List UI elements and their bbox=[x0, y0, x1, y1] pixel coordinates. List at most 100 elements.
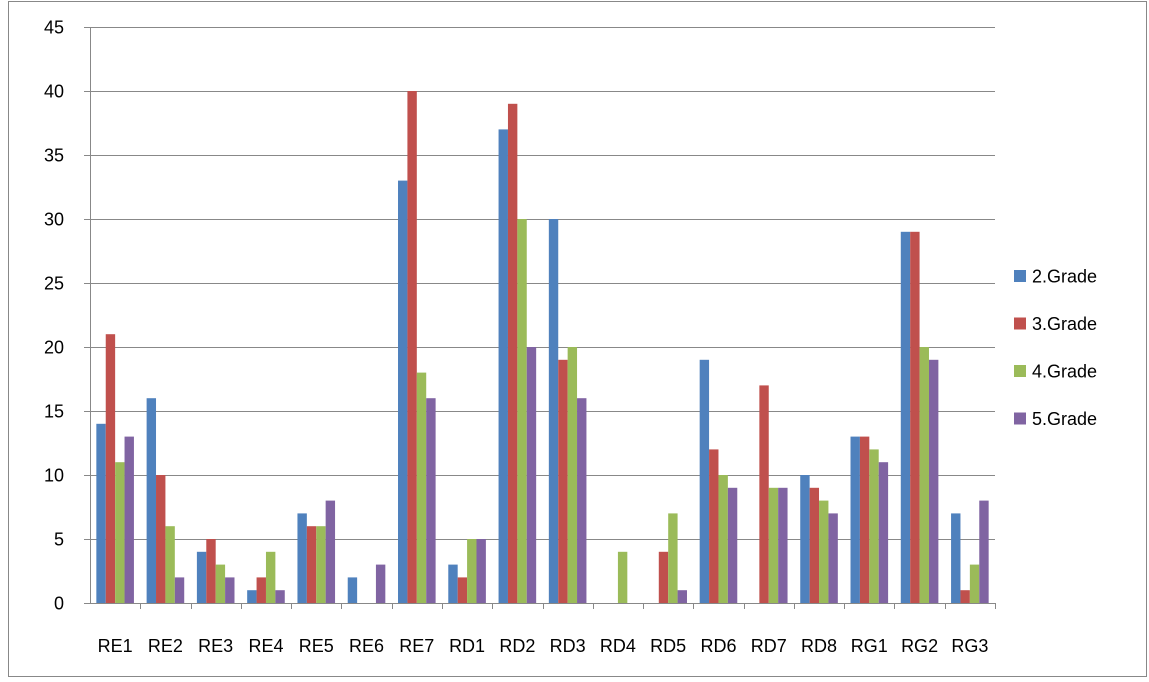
bar bbox=[416, 372, 427, 603]
y-tick-label: 15 bbox=[44, 402, 64, 422]
bar bbox=[498, 129, 508, 603]
bar bbox=[426, 398, 436, 603]
x-tick-label: RE4 bbox=[248, 636, 283, 656]
y-tick-label: 5 bbox=[54, 530, 64, 550]
bar bbox=[979, 500, 989, 603]
x-tick-label: RE7 bbox=[399, 636, 434, 656]
x-tick-label: RD6 bbox=[700, 636, 736, 656]
bar bbox=[206, 539, 216, 603]
bar bbox=[778, 487, 788, 603]
bar bbox=[677, 590, 687, 603]
bar bbox=[215, 564, 226, 603]
bar bbox=[517, 219, 527, 603]
x-tick-label: RD8 bbox=[801, 636, 837, 656]
bar bbox=[256, 577, 266, 603]
x-tick-label: RE3 bbox=[198, 636, 233, 656]
bar bbox=[919, 347, 929, 603]
bar bbox=[819, 500, 829, 603]
bar bbox=[718, 475, 728, 603]
bar bbox=[398, 180, 408, 603]
bar bbox=[96, 423, 106, 603]
bar bbox=[375, 564, 386, 603]
bar bbox=[225, 577, 235, 603]
legend-swatch bbox=[1014, 412, 1026, 425]
bar bbox=[960, 590, 970, 603]
x-tick-label: RE2 bbox=[148, 636, 183, 656]
x-tick-label: RD1 bbox=[449, 636, 485, 656]
y-tick-label: 20 bbox=[44, 338, 64, 358]
bar bbox=[325, 500, 336, 603]
legend-swatch bbox=[1014, 270, 1026, 282]
bar bbox=[558, 359, 568, 603]
bar bbox=[548, 219, 559, 603]
bar bbox=[910, 231, 920, 604]
bar bbox=[759, 385, 769, 603]
bar bbox=[526, 347, 537, 603]
bar bbox=[900, 231, 911, 604]
bar bbox=[156, 475, 166, 603]
bar bbox=[699, 359, 710, 603]
legend-swatch bbox=[1014, 317, 1026, 330]
bar bbox=[567, 347, 578, 603]
bar bbox=[809, 487, 820, 603]
bar bbox=[115, 462, 125, 603]
gridlines bbox=[90, 27, 995, 540]
bar bbox=[507, 103, 518, 604]
bar bbox=[668, 513, 678, 603]
bar bbox=[275, 590, 285, 603]
x-tick-label: RE1 bbox=[98, 636, 133, 656]
bar bbox=[457, 577, 468, 603]
x-tick-label: RD2 bbox=[499, 636, 535, 656]
bar bbox=[969, 564, 980, 603]
x-tick-label: RD5 bbox=[650, 636, 686, 656]
bar bbox=[247, 590, 257, 603]
bar bbox=[928, 359, 939, 603]
bar bbox=[297, 513, 307, 603]
x-tick-label: RG2 bbox=[901, 636, 938, 656]
x-tick-label: RE5 bbox=[299, 636, 334, 656]
bar bbox=[878, 462, 889, 603]
bar bbox=[869, 449, 879, 603]
bar bbox=[850, 436, 860, 603]
y-tick-label: 25 bbox=[44, 274, 64, 294]
bar bbox=[407, 91, 417, 603]
legend-label: 4.Grade bbox=[1032, 362, 1097, 382]
y-tick-label: 0 bbox=[54, 594, 64, 614]
bar bbox=[727, 487, 738, 603]
x-tick-label: RE6 bbox=[349, 636, 384, 656]
legend-label: 3.Grade bbox=[1032, 314, 1097, 334]
bar bbox=[105, 334, 116, 603]
x-tick-label: RG1 bbox=[851, 636, 888, 656]
bar bbox=[859, 436, 870, 603]
x-tick-label: RG3 bbox=[951, 636, 988, 656]
legend-label: 5.Grade bbox=[1032, 409, 1097, 429]
bar bbox=[768, 487, 779, 603]
x-axis: RE1 RE2 RE3 RE4 RE5 RE6 RE7 RD1 RD2 RD3 RD4 RD5 RD6 R… bbox=[90, 27, 996, 656]
bar bbox=[265, 551, 276, 603]
legend: 2.Grade 3.Grade 4.Grade 5.Grade bbox=[1014, 267, 1097, 429]
bar bbox=[467, 539, 477, 603]
bar bbox=[951, 513, 961, 603]
legend-label: 2.Grade bbox=[1032, 267, 1097, 287]
y-axis: 0 5 10 15 20 25 30 35 40 45 bbox=[44, 18, 90, 614]
y-tick-label: 45 bbox=[44, 18, 64, 38]
bar bbox=[174, 577, 185, 603]
bar bbox=[316, 526, 326, 603]
x-tick-label: RD4 bbox=[600, 636, 636, 656]
legend-swatch bbox=[1014, 365, 1026, 377]
y-tick-label: 30 bbox=[44, 210, 64, 230]
bars bbox=[96, 91, 989, 604]
bar bbox=[800, 475, 810, 603]
bar bbox=[617, 551, 628, 603]
bar bbox=[828, 513, 838, 603]
bar bbox=[196, 551, 207, 603]
y-tick-label: 10 bbox=[44, 466, 64, 486]
bar bbox=[476, 539, 486, 603]
bar bbox=[165, 526, 175, 603]
bar bbox=[658, 551, 669, 603]
bar bbox=[124, 436, 134, 603]
bar bbox=[146, 398, 157, 603]
bar bbox=[448, 564, 458, 603]
